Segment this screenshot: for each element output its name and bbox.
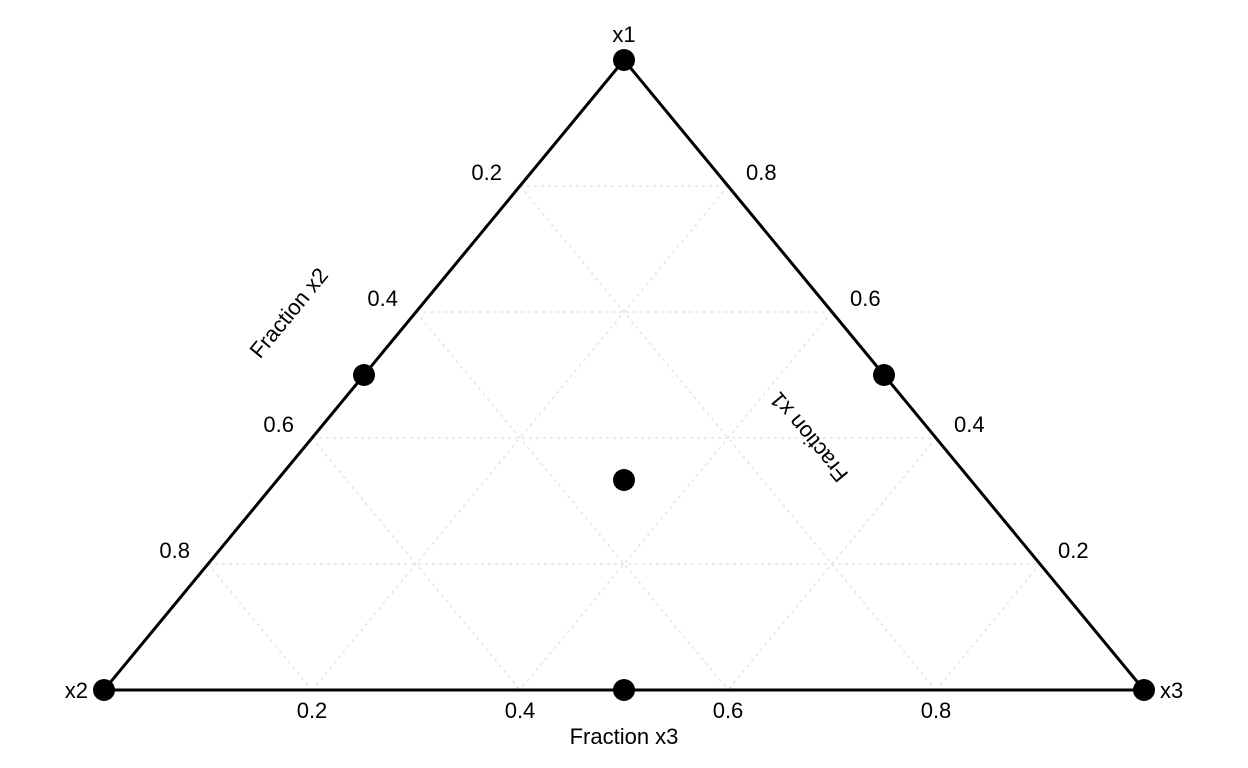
tick-label-bottom: 0.6 [713, 698, 744, 723]
axis-label-left: Fraction x2 [245, 263, 334, 363]
vertex-label-left: x2 [65, 678, 88, 703]
grid [208, 186, 1040, 690]
tick-label-left: 0.4 [367, 286, 398, 311]
triangle-edges [104, 60, 1144, 690]
data-point [873, 364, 895, 386]
tick-label-bottom: 0.4 [505, 698, 536, 723]
tick-label-bottom: 0.2 [297, 698, 328, 723]
axis-labels: Fraction x2 Fraction x1 Fraction x3 [245, 263, 854, 749]
axis-label-bottom: Fraction x3 [570, 724, 679, 749]
tick-label-right: 0.4 [954, 412, 985, 437]
tick-label-left: 0.6 [263, 412, 294, 437]
tick-label-right: 0.2 [1058, 538, 1089, 563]
vertex-labels: x1 x2 x3 [65, 22, 1184, 703]
tick-label-left: 0.8 [159, 538, 190, 563]
data-point [613, 49, 635, 71]
data-point [353, 364, 375, 386]
tick-label-bottom: 0.8 [921, 698, 952, 723]
data-point [613, 679, 635, 701]
vertex-label-top: x1 [612, 22, 635, 47]
tick-label-left: 0.2 [471, 160, 502, 185]
data-point [613, 469, 635, 491]
data-point [1133, 679, 1155, 701]
tick-label-right: 0.8 [746, 160, 777, 185]
ternary-plot: 0.2 0.4 0.6 0.8 0.8 0.6 0.4 0.2 0.2 0.4 0.6 0.8 x1 x2… [0, 0, 1248, 768]
axis-label-right: Fraction x1 [765, 387, 854, 487]
tick-label-right: 0.6 [850, 286, 881, 311]
tick-labels: 0.2 0.4 0.6 0.8 0.8 0.6 0.4 0.2 0.2 0.4 0.6 0.8 [159, 160, 1088, 723]
vertex-label-right: x3 [1160, 678, 1183, 703]
data-points [93, 49, 1155, 701]
data-point [93, 679, 115, 701]
